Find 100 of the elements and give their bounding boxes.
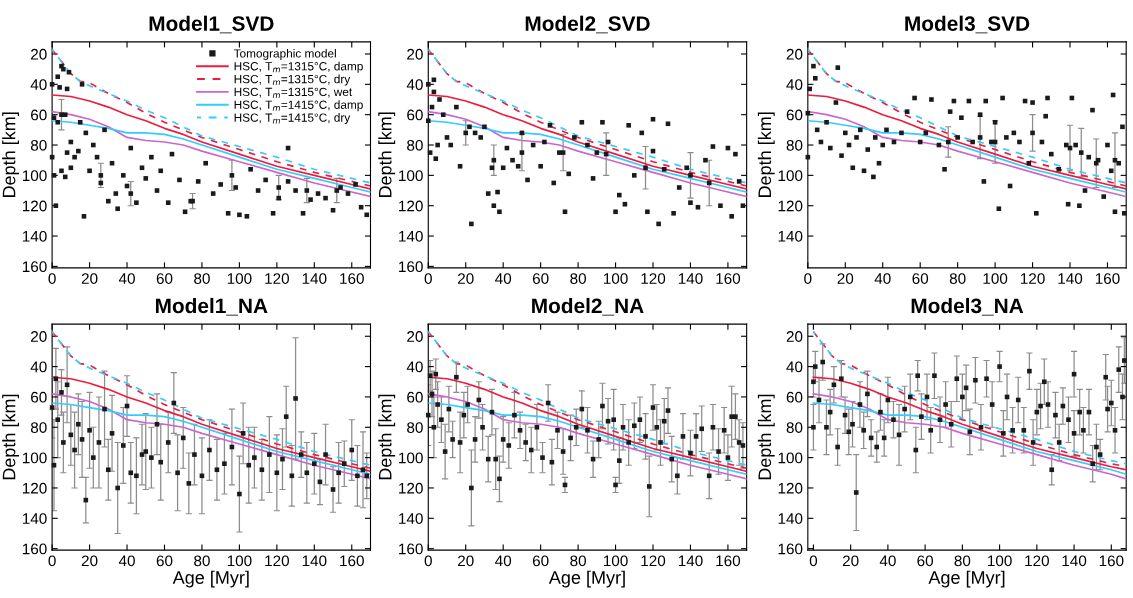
y-tick-label: 60 [786, 391, 803, 403]
x-tick-label: 80 [570, 555, 586, 567]
y-tick-label: 80 [786, 139, 803, 151]
x-tick-label: 40 [874, 273, 891, 284]
x-tick-label: 160 [1095, 273, 1120, 284]
y-tick-label: 120 [399, 200, 423, 212]
x-tick-label: 40 [879, 555, 896, 567]
y-tick-label: 140 [778, 513, 803, 524]
y-tick-label: 20 [31, 48, 47, 60]
x-tick-label: 20 [837, 273, 854, 284]
x-tick-label: 80 [949, 273, 966, 284]
x-tick-label: 40 [118, 555, 135, 567]
x-tick-label: 0 [48, 273, 56, 284]
x-tick-label: 20 [458, 555, 474, 567]
legend-label: Tomographic model [233, 48, 336, 60]
x-tick-label: 0 [424, 555, 432, 567]
y-axis-title: Depth [km] [757, 394, 775, 480]
y-tick-label: 20 [31, 331, 47, 342]
y-tick-label: 40 [786, 79, 803, 91]
y-axis-title: Depth [km] [757, 112, 775, 198]
x-tick-label: 0 [809, 555, 818, 567]
chart-title: Model3_SVD [905, 15, 1030, 34]
x-tick-label: 160 [1099, 555, 1124, 567]
chart-title: Model3_NA [911, 297, 1024, 316]
x-tick-label: 140 [678, 273, 703, 284]
y-tick-label: 20 [786, 331, 803, 342]
line-series [807, 110, 1127, 198]
y-tick-label: 160 [22, 261, 47, 273]
y-tick-label: 80 [30, 422, 47, 433]
x-tick-label: 60 [917, 555, 934, 567]
y-tick-label: 140 [22, 230, 47, 242]
line-series [807, 119, 1127, 193]
x-tick-label: 120 [1020, 273, 1045, 284]
x-axis-title: Age [Myr] [172, 570, 249, 588]
x-tick-label: 20 [81, 555, 98, 567]
x-tick-label: 80 [570, 273, 586, 284]
x-tick-label: 120 [641, 555, 666, 567]
y-tick-label: 160 [399, 261, 423, 273]
x-tick-label: 160 [340, 273, 364, 284]
y-tick-label: 160 [399, 543, 423, 555]
y-tick-label: 120 [778, 482, 803, 494]
y-tick-label: 40 [30, 79, 47, 91]
chart-title: Model2_SVD [525, 15, 650, 34]
y-tick-label: 120 [778, 200, 803, 212]
y-tick-label: 60 [786, 109, 803, 121]
line-series [52, 110, 371, 198]
y-tick-label: 140 [778, 230, 803, 242]
x-tick-label: 100 [983, 273, 1008, 284]
x-tick-label: 140 [1062, 555, 1087, 567]
y-tick-label: 100 [778, 452, 803, 464]
y-tick-label: 20 [786, 48, 803, 60]
chart-title: Model1_SVD [149, 15, 274, 34]
legend-label: HSC, T$_{m}$=1315°C, wet [234, 87, 353, 98]
x-tick-label: 0 [48, 555, 56, 567]
y-axis-title: Depth [km] [378, 394, 396, 480]
x-tick-label: 80 [194, 555, 210, 567]
y-tick-label: 100 [22, 452, 47, 464]
y-tick-label: 40 [406, 361, 423, 373]
y-tick-label: 120 [22, 482, 47, 494]
y-tick-label: 80 [407, 139, 423, 151]
y-tick-label: 80 [30, 139, 47, 151]
y-tick-label: 100 [399, 170, 423, 182]
y-tick-label: 60 [31, 391, 47, 403]
x-axis-title: Age [Myr] [548, 570, 625, 588]
x-tick-label: 120 [1025, 555, 1049, 567]
chart-title: Model2_NA [532, 297, 644, 316]
x-tick-label: 160 [716, 555, 741, 567]
y-axis-title: Depth [km] [378, 112, 396, 198]
x-tick-label: 160 [340, 555, 364, 567]
legend-label: HSC, T$_{m}$=1315°C, damp [234, 61, 363, 73]
x-tick-label: 20 [81, 273, 98, 284]
x-tick-label: 100 [603, 555, 628, 567]
x-tick-label: 20 [842, 555, 859, 567]
chart-title: Model1_NA [155, 297, 268, 316]
y-tick-label: 60 [407, 391, 423, 403]
x-tick-label: 140 [1058, 273, 1083, 284]
y-tick-label: 20 [407, 48, 423, 60]
x-tick-label: 140 [678, 555, 703, 567]
y-tick-label: 60 [31, 109, 47, 121]
x-axis-title: Age [Myr] [928, 570, 1005, 588]
x-tick-label: 140 [302, 273, 327, 284]
x-tick-label: 120 [641, 273, 666, 284]
legend-label: HSC, T$_{m}$=1415°C, dry [234, 113, 351, 125]
y-tick-label: 160 [778, 543, 803, 555]
x-tick-label: 0 [424, 273, 432, 284]
x-tick-label: 60 [532, 555, 549, 567]
y-tick-label: 40 [786, 361, 803, 373]
x-tick-label: 120 [265, 273, 289, 284]
x-tick-label: 140 [302, 555, 327, 567]
x-tick-label: 60 [156, 555, 173, 567]
y-tick-label: 40 [30, 361, 47, 373]
x-tick-label: 100 [227, 555, 252, 567]
y-tick-label: 40 [406, 79, 423, 91]
x-tick-label: 80 [954, 555, 971, 567]
x-tick-label: 80 [194, 273, 210, 284]
x-tick-label: 40 [495, 555, 512, 567]
y-tick-label: 140 [399, 230, 423, 242]
y-tick-label: 120 [399, 482, 423, 494]
y-tick-label: 140 [22, 513, 47, 524]
x-tick-label: 40 [118, 273, 135, 284]
